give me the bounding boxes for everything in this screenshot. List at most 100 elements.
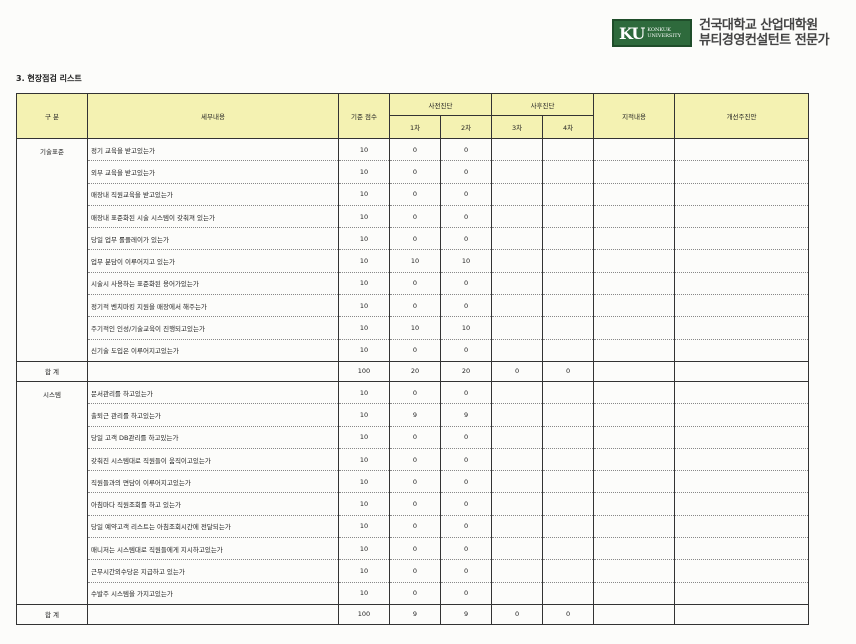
round-1-cell: 0 (389, 294, 441, 318)
total-findings-cell (593, 360, 676, 382)
findings-cell (593, 137, 676, 162)
round-1-cell: 0 (389, 339, 441, 362)
table-row: 갖춰진 시스템대로 직원들이 움직이고있는가 10 0 0 (17, 448, 810, 472)
detail-cell: 매장내 표준화된 시술 시스템이 갖춰져 있는가 (87, 205, 339, 229)
round-3-cell (491, 515, 544, 539)
total-round-3: 0 (491, 603, 544, 625)
round-3-cell (491, 316, 544, 340)
improvement-cell (674, 559, 810, 583)
round-1-cell: 10 (389, 249, 441, 273)
round-1-cell: 0 (389, 559, 441, 583)
university-logo: KU KONKUK UNIVERSITY 건국대학교 산업대학원 뷰티경영컨설턴… (612, 18, 830, 48)
base-score-cell: 10 (338, 137, 390, 162)
inspection-table: 구 분 세부내용 기준 점수 사전진단 사후진단 지적내용 개선주진안 1차 2… (16, 93, 810, 625)
round-2-cell: 0 (439, 426, 493, 449)
improvement-cell (674, 137, 810, 162)
table-row: 업무 분담이 이루어지고 있는가 10 10 10 (17, 249, 810, 273)
round-1-cell: 0 (389, 448, 441, 472)
header-round-1: 1차 (389, 115, 441, 139)
base-score-cell: 10 (338, 183, 390, 206)
total-row: 합 계 100 9 9 0 0 (16, 603, 810, 625)
findings-cell (593, 515, 676, 539)
findings-cell (593, 470, 676, 494)
round-3-cell (491, 137, 544, 162)
total-round-3: 0 (491, 360, 544, 382)
round-1-cell: 0 (389, 183, 441, 206)
detail-cell: 정기적 벤치마킹 지원을 매장에서 해주는가 (87, 294, 339, 318)
round-4-cell (542, 559, 595, 583)
round-1-cell: 9 (389, 403, 441, 427)
round-4-cell (542, 160, 595, 184)
table-row: 주기적인 인성/기술교육이 진행되고있는가 10 10 10 (17, 316, 810, 340)
improvement-cell (674, 403, 810, 427)
round-2-cell: 0 (439, 160, 493, 184)
total-base-score: 100 (338, 603, 390, 625)
round-4-cell (542, 205, 595, 229)
round-3-cell (491, 559, 544, 583)
round-4-cell (542, 137, 595, 162)
round-4-cell (542, 515, 595, 539)
round-4-cell (542, 470, 595, 494)
base-score-cell: 10 (338, 316, 390, 340)
base-score-cell: 10 (338, 448, 390, 472)
table-row: 시술시 사용하는 표준화된 용어가있는가 10 0 0 (17, 272, 810, 296)
round-3-cell (491, 294, 544, 318)
round-2-cell: 9 (439, 403, 493, 427)
round-4-cell (542, 582, 595, 605)
total-findings-cell (593, 603, 676, 625)
round-4-cell (542, 272, 595, 296)
findings-cell (593, 559, 676, 583)
improvement-cell (674, 272, 810, 296)
round-3-cell (491, 380, 544, 405)
base-score-cell: 10 (338, 492, 390, 516)
round-1-cell: 10 (389, 316, 441, 340)
findings-cell (593, 448, 676, 472)
section-title: 3. 현장점검 리스트 (16, 74, 82, 83)
improvement-cell (674, 316, 810, 340)
findings-cell (593, 294, 676, 318)
base-score-cell: 10 (338, 403, 390, 427)
table-row: 정기적 벤치마킹 지원을 매장에서 해주는가 10 0 0 (17, 294, 810, 318)
round-1-cell: 0 (389, 272, 441, 296)
round-3-cell (491, 183, 544, 206)
round-4-cell (542, 227, 595, 251)
round-2-cell: 0 (439, 183, 493, 206)
detail-cell: 갖춰진 시스템대로 직원들이 움직이고있는가 (87, 448, 339, 472)
findings-cell (593, 426, 676, 449)
detail-cell: 문서관리를 하고있는가 (87, 380, 339, 405)
round-4-cell (542, 380, 595, 405)
round-1-cell: 0 (389, 380, 441, 405)
round-1-cell: 0 (389, 227, 441, 251)
table-row: 매니저는 시스템대로 직원들에게 지시하고있는가 10 0 0 (17, 537, 810, 561)
header-round-2: 2차 (439, 115, 493, 139)
round-4-cell (542, 403, 595, 427)
total-improvement-cell (674, 360, 810, 382)
round-1-cell: 0 (389, 515, 441, 539)
detail-cell: 정기 교육을 받고있는가 (87, 137, 339, 162)
improvement-cell (674, 515, 810, 539)
total-round-1: 20 (389, 360, 441, 382)
total-improvement-cell (674, 603, 810, 625)
detail-cell: 업무 분담이 이루어지고 있는가 (87, 249, 339, 273)
detail-cell: 당일 예약고객 리스트는 아침조회시간에 전달되는가 (87, 515, 339, 539)
round-3-cell (491, 537, 544, 561)
round-1-cell: 0 (389, 537, 441, 561)
detail-cell: 아침마다 직원조회를 하고 있는가 (87, 492, 339, 516)
detail-cell: 주기적인 인성/기술교육이 진행되고있는가 (87, 316, 339, 340)
detail-cell: 외부 교육을 받고있는가 (87, 160, 339, 184)
findings-cell (593, 380, 676, 405)
round-2-cell: 0 (439, 294, 493, 318)
findings-cell (593, 205, 676, 229)
detail-cell: 직원들과의 면담이 이루어지고있는가 (87, 470, 339, 494)
improvement-cell (674, 249, 810, 273)
round-3-cell (491, 403, 544, 427)
table-row: 매장내 표준화된 시술 시스템이 갖춰져 있는가 10 0 0 (17, 205, 810, 229)
improvement-cell (674, 227, 810, 251)
round-2-cell: 0 (439, 492, 493, 516)
round-1-cell: 0 (389, 492, 441, 516)
total-detail-cell (87, 603, 339, 625)
round-4-cell (542, 316, 595, 340)
logo-line-1: 건국대학교 산업대학원 (699, 18, 818, 33)
round-3-cell (491, 448, 544, 472)
detail-cell: 매장내 직원교육을 받고있는가 (87, 183, 339, 206)
